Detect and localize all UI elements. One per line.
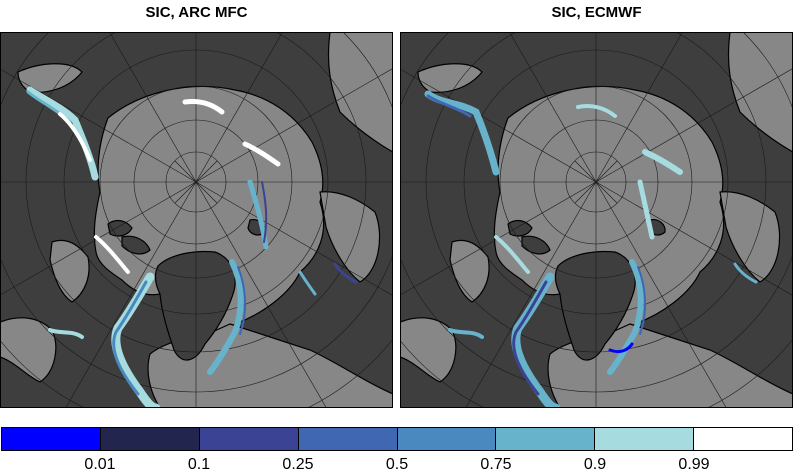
colorbar-tick-label: 0.99	[678, 456, 710, 473]
map-left-graticule	[0, 32, 393, 408]
colorbar-tick-label: 0.1	[187, 456, 211, 473]
colorbar-segment	[2, 428, 101, 450]
colorbar-tick-label: 0.75	[480, 456, 512, 473]
colorbar-segment	[595, 428, 695, 450]
colorbar-tick-label: 0.5	[385, 456, 409, 473]
panel-title-left: SIC, ARC MFC	[145, 4, 248, 21]
colorbar	[1, 427, 793, 451]
map-right-ice-edge	[424, 90, 758, 408]
map-panel-left	[0, 32, 393, 408]
colorbar-segment	[199, 428, 299, 450]
colorbar-segment	[694, 428, 792, 450]
colorbar-segment	[100, 428, 200, 450]
map-left-svg	[0, 32, 393, 408]
map-right-graticule	[400, 32, 793, 408]
map-panel-right	[400, 32, 793, 408]
map-right-svg	[400, 32, 793, 408]
colorbar-tick-label: 0.9	[583, 456, 607, 473]
colorbar-segment	[496, 428, 596, 450]
map-left-ice-edge	[26, 86, 358, 408]
colorbar-tick-label: 0.01	[84, 456, 116, 473]
panel-title-right: SIC, ECMWF	[551, 4, 642, 21]
colorbar-segment	[397, 428, 497, 450]
colorbar-tick-label: 0.25	[282, 456, 314, 473]
colorbar-segment	[298, 428, 398, 450]
